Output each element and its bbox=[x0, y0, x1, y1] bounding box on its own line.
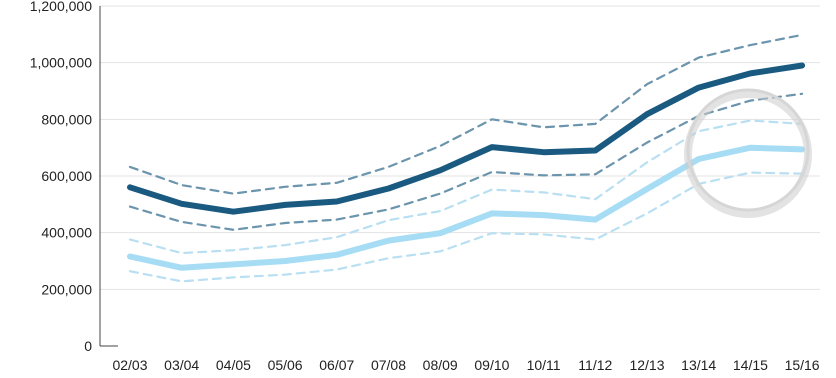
series-lines bbox=[127, 33, 806, 283]
x-tick-label: 09/10 bbox=[474, 357, 509, 373]
highlight-circle bbox=[686, 88, 810, 212]
series-line-dark-main bbox=[127, 62, 806, 215]
x-tick-label: 06/07 bbox=[319, 357, 354, 373]
series-line-dark-lower-bound bbox=[128, 92, 804, 231]
x-tick-label: 03/04 bbox=[164, 357, 199, 373]
y-tick-label: 200,000 bbox=[41, 281, 92, 297]
x-tick-label: 10/11 bbox=[527, 357, 561, 373]
x-tick-label: 11/12 bbox=[578, 357, 612, 373]
series-line-dark-upper-bound bbox=[128, 33, 804, 195]
x-tick-label: 14/15 bbox=[733, 357, 768, 373]
x-tick-label: 05/06 bbox=[268, 357, 303, 373]
x-tick-label: 07/08 bbox=[371, 357, 406, 373]
y-tick-labels: 0 200,000 400,000 600,000 800,000 1,000,000 1,… bbox=[30, 0, 93, 354]
x-tick-label: 02/03 bbox=[112, 357, 147, 373]
y-tick-label: 1,200,000 bbox=[30, 0, 92, 14]
highlight-circle-shadow bbox=[684, 90, 812, 218]
highlight-annotation bbox=[684, 88, 812, 218]
x-tick-label: 04/05 bbox=[216, 357, 251, 373]
series-line-light-lower-bound bbox=[128, 171, 804, 283]
y-tick-label: 800,000 bbox=[41, 111, 92, 127]
x-tick-label: 08/09 bbox=[423, 357, 458, 373]
x-tick-label: 12/13 bbox=[629, 357, 664, 373]
x-tick-labels: 02/03 03/04 04/05 05/06 06/07 07/08 08/09 09/10… bbox=[112, 357, 819, 373]
y-tick-label: 0 bbox=[84, 338, 92, 354]
y-tick-label: 400,000 bbox=[41, 225, 92, 241]
y-tick-label: 1,000,000 bbox=[30, 55, 92, 71]
x-tick-label: 13/14 bbox=[681, 357, 716, 373]
axes bbox=[99, 6, 118, 347]
x-tick-label: 15/16 bbox=[785, 357, 820, 373]
gridlines bbox=[100, 5, 820, 290]
y-tick-label: 600,000 bbox=[41, 168, 92, 184]
